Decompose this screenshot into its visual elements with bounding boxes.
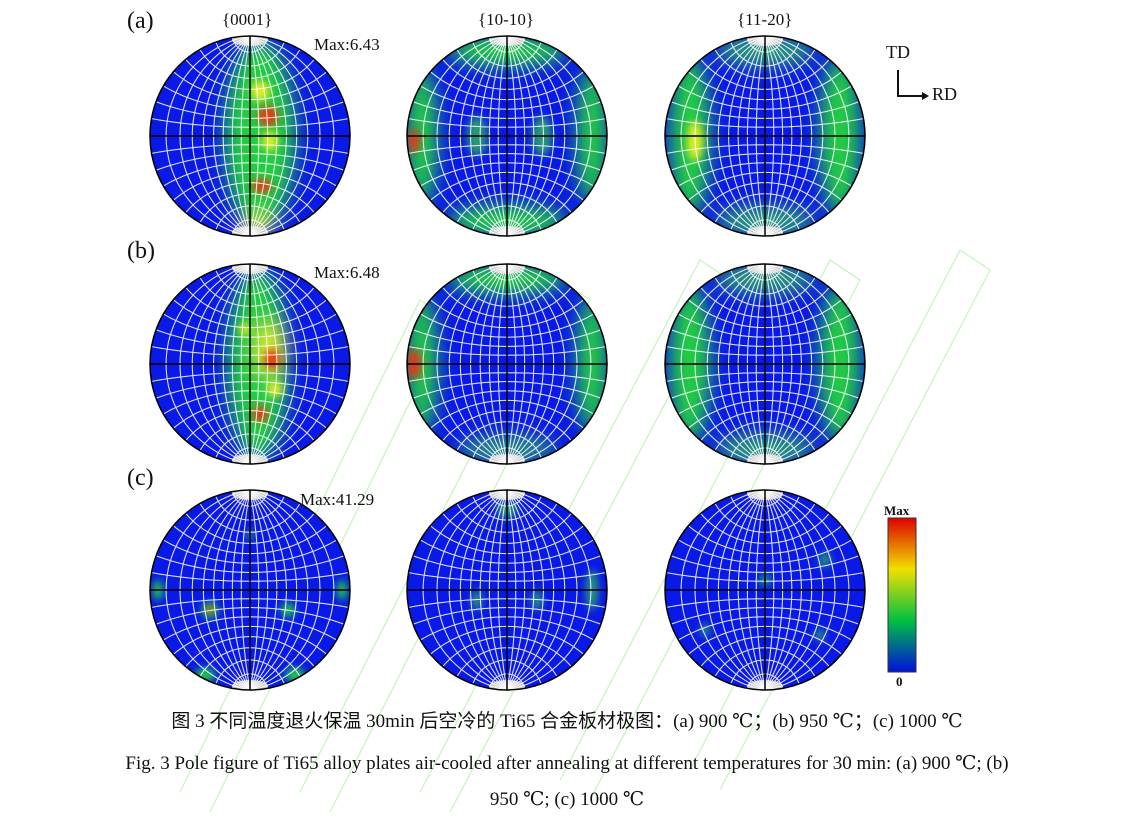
- row-label-b: (b): [127, 238, 155, 264]
- pole-figure-b-3: [665, 264, 865, 464]
- pole-figure-a-1: [150, 36, 350, 236]
- column-header-10-10: {10-10}: [478, 10, 534, 29]
- pole-figure-outline: [149, 263, 351, 465]
- pole-figure-c-2: [407, 490, 607, 690]
- intensity-region: [262, 131, 278, 151]
- intensity-region: [264, 349, 280, 369]
- caption-english-line1: Fig. 3 Pole figure of Ti65 alloy plates …: [125, 753, 1009, 774]
- colorbar-max-label: Max: [884, 503, 910, 518]
- pole-figure-a-2: [407, 36, 607, 236]
- colorbar-zero-label: 0: [896, 674, 903, 689]
- pole-figure-outline: [664, 263, 866, 465]
- td-axis-label: TD: [886, 42, 910, 62]
- column-header-0001: {0001}: [222, 10, 273, 29]
- row-label-a: (a): [127, 8, 154, 34]
- caption-english-line2: 950 ℃; (c) 1000 ℃: [489, 789, 645, 810]
- max-label-a: Max:6.43: [314, 35, 380, 54]
- intensity-region: [819, 553, 831, 567]
- pole-figure-a-3: [665, 36, 865, 236]
- colorbar: [887, 517, 917, 673]
- pole-figure-b-2: [407, 264, 607, 464]
- pole-figure-outline: [406, 35, 608, 237]
- intensity-region: [252, 406, 268, 422]
- column-header-11-20: {11-20}: [737, 10, 793, 29]
- rd-axis-label: RD: [932, 84, 958, 104]
- intensity-region: [258, 106, 278, 126]
- pole-figure-outline: [149, 35, 351, 237]
- intensity-region: [239, 323, 251, 335]
- pole-figure-outline: [406, 263, 608, 465]
- max-label-b: Max:6.48: [314, 263, 380, 282]
- row-label-c: (c): [127, 465, 154, 491]
- intensity-region: [408, 129, 420, 153]
- pole-figure-outline: [406, 489, 608, 691]
- pole-figure-b-1: [150, 264, 350, 464]
- caption-chinese: 图 3 不同温度退火保温 30min 后空冷的 Ti65 合金板材极图：(a) …: [171, 711, 963, 732]
- max-label-c: Max:41.29: [300, 490, 375, 509]
- pole-figure-outline: [149, 489, 351, 691]
- pole-figure-c-1: [150, 490, 350, 690]
- pole-figure-outline: [664, 489, 866, 691]
- pole-figure-outline: [664, 35, 866, 237]
- td-rd-axes-icon: [897, 70, 929, 100]
